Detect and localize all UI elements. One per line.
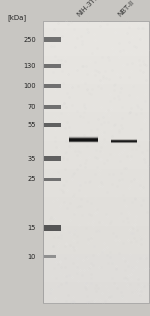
Text: 35: 35 <box>28 156 36 161</box>
Bar <box>44 105 61 109</box>
Bar <box>69 139 98 140</box>
Bar <box>69 139 98 140</box>
Bar <box>43 134 148 141</box>
Bar <box>69 136 98 137</box>
Bar <box>44 123 61 127</box>
Bar <box>43 35 148 42</box>
Bar <box>43 289 148 296</box>
Bar <box>43 204 148 211</box>
Bar <box>44 84 61 88</box>
Bar <box>43 162 148 169</box>
Bar <box>69 140 98 141</box>
Bar <box>69 140 98 141</box>
Bar <box>43 77 148 84</box>
Bar <box>43 197 148 204</box>
Bar <box>43 105 148 112</box>
Bar <box>43 233 148 240</box>
Bar <box>111 141 137 142</box>
Bar <box>111 141 137 142</box>
Bar <box>43 247 148 254</box>
Bar <box>43 148 148 155</box>
Text: NBT-II: NBT-II <box>117 0 135 18</box>
Bar <box>43 226 148 233</box>
Bar <box>44 255 56 258</box>
Bar <box>43 21 148 27</box>
Text: 15: 15 <box>28 225 36 231</box>
Bar <box>43 84 148 91</box>
Bar <box>43 261 148 268</box>
Bar <box>43 91 148 98</box>
Bar <box>69 137 98 138</box>
Bar <box>43 127 148 134</box>
Bar <box>111 143 137 144</box>
Bar <box>43 56 148 63</box>
Bar <box>43 63 148 70</box>
Bar <box>43 119 148 127</box>
Bar <box>43 27 148 35</box>
Bar <box>43 21 148 303</box>
Text: 25: 25 <box>27 177 36 182</box>
Bar <box>43 219 148 226</box>
Bar <box>43 275 148 282</box>
Bar <box>43 268 148 275</box>
Bar <box>43 240 148 247</box>
Bar <box>69 142 98 143</box>
Bar <box>44 64 61 69</box>
Bar <box>111 139 137 140</box>
Bar <box>69 137 98 138</box>
Bar <box>111 139 137 140</box>
Bar <box>43 211 148 219</box>
Bar <box>43 183 148 190</box>
Bar <box>111 140 137 141</box>
Text: NIH-3T3: NIH-3T3 <box>76 0 100 18</box>
Bar <box>43 169 148 176</box>
Bar <box>43 98 148 106</box>
Bar <box>43 42 148 49</box>
Text: 100: 100 <box>23 83 36 89</box>
Bar <box>69 137 98 138</box>
Bar <box>111 140 137 141</box>
Bar <box>44 178 61 181</box>
Bar <box>44 37 61 41</box>
Bar <box>69 141 98 142</box>
Text: 130: 130 <box>24 64 36 69</box>
Bar <box>44 156 61 161</box>
Bar <box>69 139 98 140</box>
Bar <box>43 155 148 162</box>
Bar <box>43 254 148 261</box>
Bar <box>43 296 148 303</box>
Text: [kDa]: [kDa] <box>8 14 27 21</box>
Bar <box>69 136 98 137</box>
Bar <box>69 140 98 141</box>
Bar <box>43 70 148 77</box>
Bar <box>43 190 148 197</box>
Bar <box>69 142 98 143</box>
Bar <box>43 176 148 183</box>
Text: 55: 55 <box>27 122 36 128</box>
Bar <box>69 138 98 139</box>
Text: 70: 70 <box>27 105 36 110</box>
Text: 10: 10 <box>28 254 36 259</box>
Bar <box>44 225 61 231</box>
Bar <box>69 138 98 139</box>
Bar <box>43 282 148 289</box>
Bar <box>111 142 137 143</box>
Text: 250: 250 <box>23 37 36 42</box>
Bar <box>111 139 137 140</box>
Bar <box>111 142 137 143</box>
Bar <box>69 141 98 142</box>
Bar <box>43 49 148 56</box>
Bar <box>69 138 98 139</box>
Bar <box>43 112 148 119</box>
Bar <box>43 141 148 148</box>
